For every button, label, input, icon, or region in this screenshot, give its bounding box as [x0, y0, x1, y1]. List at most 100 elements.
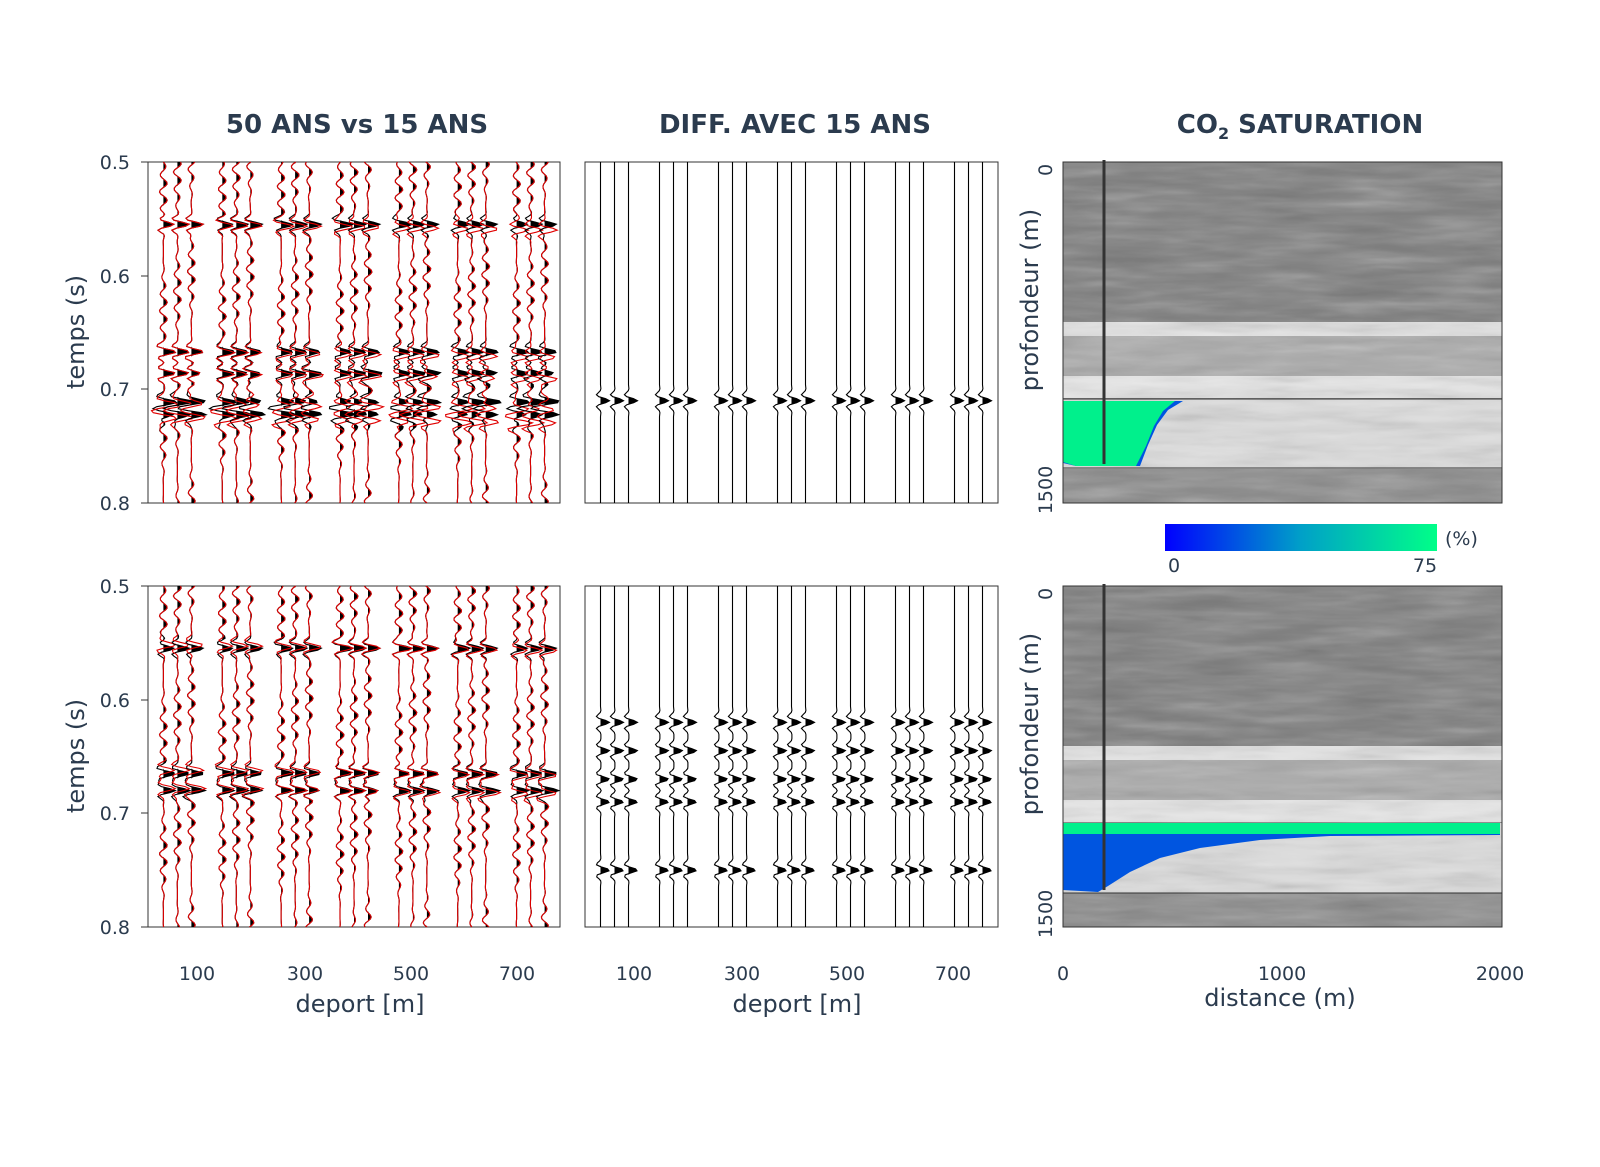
trace-line — [609, 162, 625, 503]
panel-bottom-left — [147, 585, 561, 928]
panel-top-right: 0 1500 profondeur (m) — [1016, 160, 1503, 514]
trace-line — [918, 586, 934, 927]
x-tick-label: 100 — [179, 963, 215, 985]
title-col3: CO2 SATURATION — [1177, 110, 1423, 143]
trace-line — [520, 161, 546, 504]
trace-line — [977, 162, 993, 503]
trace-line — [786, 162, 802, 503]
trace-line — [333, 161, 353, 504]
y-axis-label: profondeur (m) — [1016, 209, 1044, 391]
y-axis-label: profondeur (m) — [1016, 633, 1044, 815]
trace-line — [183, 585, 208, 928]
trace-line — [391, 585, 414, 928]
trace-line — [890, 162, 906, 503]
trace-line — [536, 585, 558, 928]
trace-line — [451, 585, 472, 927]
trace-line — [225, 161, 252, 504]
x-tick-label: 100 — [616, 963, 652, 985]
trace-line — [299, 161, 325, 504]
x-tick-label: 0 — [1057, 963, 1069, 985]
trace-line — [609, 586, 625, 927]
y-tick-label: 0 — [1035, 588, 1057, 600]
trace-line — [303, 585, 322, 928]
x-tick-label: 300 — [724, 963, 760, 985]
trace-line — [241, 161, 264, 504]
trace-line — [727, 586, 743, 927]
trace-line — [361, 585, 382, 928]
title-col3-suffix: SATURATION — [1229, 110, 1423, 140]
trace-line — [179, 161, 206, 504]
trace-line — [800, 586, 816, 927]
title-col3-prefix: CO — [1177, 110, 1218, 140]
trace-fill — [236, 586, 249, 927]
colorbar-unit: (%) — [1445, 528, 1478, 550]
trace-line — [772, 162, 788, 503]
x-tick-label: 500 — [829, 963, 865, 985]
trace-line — [845, 162, 861, 503]
y-tick-label: 0.8 — [100, 493, 130, 515]
trace-line — [772, 586, 788, 927]
trace-line — [241, 585, 265, 928]
trace-line — [786, 586, 802, 927]
y-axis-top-left: 0.5 0.6 0.7 0.8 temps (s) — [62, 152, 148, 515]
y-axis-label: temps (s) — [62, 275, 90, 389]
y-axis-bottom-left: 0.5 0.6 0.7 0.8 temps (s) — [62, 576, 148, 939]
trace-line — [977, 586, 993, 927]
y-tick-label: 1500 — [1035, 466, 1057, 514]
trace-line — [595, 586, 611, 927]
trace-line — [344, 161, 369, 504]
trace-line — [444, 161, 475, 503]
trace-line — [727, 162, 743, 503]
trace-line — [274, 585, 295, 927]
trace-line — [741, 162, 757, 503]
co2-cap-green — [1063, 823, 1500, 834]
trace-line — [288, 585, 309, 928]
trace-line — [465, 585, 486, 928]
panel-bottom-middle-traces — [595, 586, 993, 927]
colorbar-min-label: 0 — [1168, 555, 1180, 577]
co2-plume-green — [1063, 401, 1175, 466]
panel-top-left — [147, 161, 561, 504]
trace-fill — [281, 586, 294, 927]
trace-line — [356, 161, 386, 504]
trace-line — [904, 162, 920, 503]
trace-line — [509, 585, 529, 928]
x-axis-bottom-middle: 100 300 500 700 deport [m] — [616, 963, 971, 1018]
trace-line — [859, 162, 875, 503]
panel-bottom-left-traces — [156, 585, 561, 928]
trace-line — [418, 585, 442, 928]
colorbar-max-label: 75 — [1413, 555, 1437, 577]
trace-line — [229, 585, 250, 928]
y-tick-label: 0.8 — [100, 917, 130, 939]
trace-line — [904, 586, 920, 927]
x-axis-bottom-left: 100 300 500 700 deport [m] — [179, 963, 535, 1018]
trace-line — [287, 161, 309, 504]
trace-line — [406, 585, 426, 928]
x-tick-label: 2000 — [1476, 963, 1524, 985]
title-col3-sub: 2 — [1218, 124, 1229, 143]
y-tick-label: 0.6 — [100, 690, 130, 712]
y-tick-label: 0.5 — [100, 576, 130, 598]
trace-line — [668, 162, 684, 503]
y-tick-label: 0.7 — [100, 379, 130, 401]
trace-line — [413, 161, 442, 504]
trace-line — [523, 585, 544, 928]
x-tick-label: 700 — [935, 963, 971, 985]
trace-line — [831, 162, 847, 503]
trace-line — [156, 585, 177, 928]
trace-line — [162, 161, 193, 504]
co2-plume-blue — [1063, 832, 1500, 892]
trace-line — [170, 585, 191, 928]
panel-top-middle — [584, 161, 999, 504]
trace-line — [475, 161, 500, 504]
panel-top-middle-traces — [595, 162, 993, 503]
panel-top-right-frame — [1062, 161, 1503, 504]
trace-line — [535, 161, 559, 504]
x-tick-label: 700 — [499, 963, 535, 985]
trace-line — [845, 586, 861, 927]
y-tick-label: 0.7 — [100, 803, 130, 825]
trace-line — [682, 586, 698, 927]
x-axis-label: deport [m] — [296, 990, 425, 1018]
trace-line — [963, 162, 979, 503]
